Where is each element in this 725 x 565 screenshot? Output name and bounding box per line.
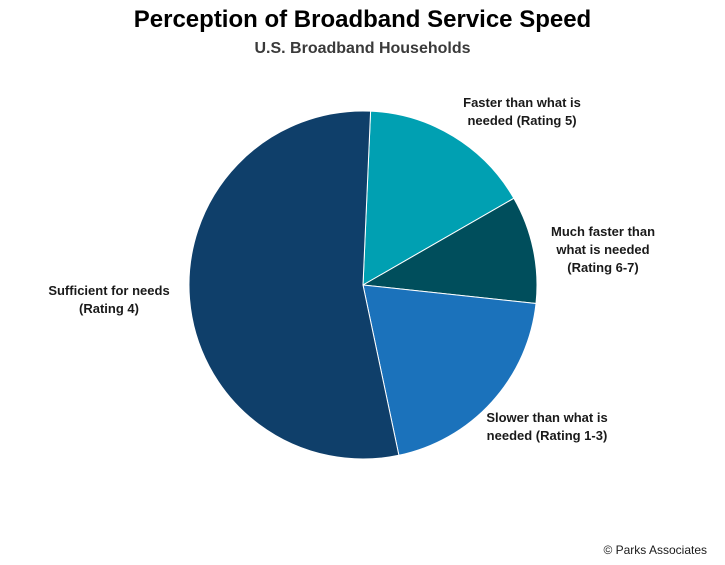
chart-subtitle: U.S. Broadband Households: [254, 40, 471, 57]
pie-slice-slower: [362, 284, 537, 456]
slice-label-slower: Slower than what is needed (Rating 1-3): [486, 409, 607, 445]
pie-slice-faster: [362, 110, 515, 286]
slice-label-line: (Rating 4): [79, 301, 139, 316]
slice-label-line: Faster than what is: [463, 95, 581, 110]
pie-slice-much-faster: [361, 197, 538, 305]
slice-label-line: Much faster than: [550, 224, 656, 239]
slice-label-much-faster: Much faster than what is needed (Rating …: [551, 223, 655, 277]
slice-label-line: what is needed: [556, 242, 650, 257]
slice-label-line: Sufficient for needs: [48, 283, 170, 298]
slice-label-line: Slower than what is: [486, 410, 608, 425]
slice-label-line: needed (Rating 5): [467, 113, 577, 128]
slice-label-sufficient: Sufficient for needs (Rating 4): [48, 282, 169, 318]
slice-label-line: needed (Rating 1-3): [486, 428, 608, 443]
chart-title: Perception of Broadband Service Speed: [133, 6, 592, 33]
pie-slice-sufficient: [188, 110, 400, 460]
slice-label-faster: Faster than what is needed (Rating 5): [463, 94, 581, 130]
slice-label-line: (Rating 6-7): [567, 260, 639, 275]
copyright-text: © Parks Associates: [603, 543, 707, 557]
